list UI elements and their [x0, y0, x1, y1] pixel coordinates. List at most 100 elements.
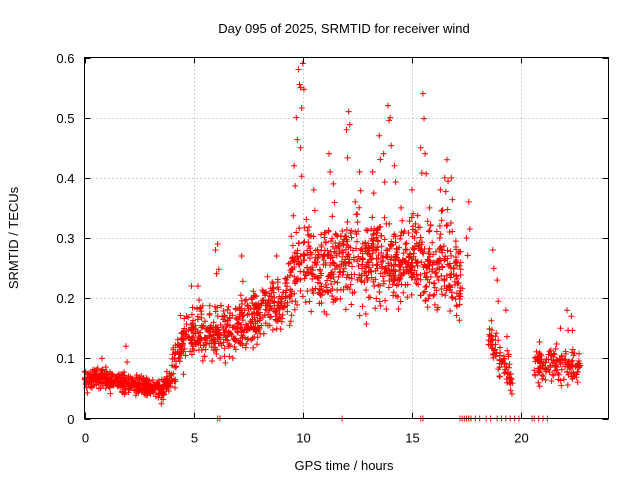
data-point — [328, 253, 335, 260]
data-point — [183, 321, 190, 328]
data-point — [206, 302, 213, 309]
data-point — [210, 337, 217, 344]
data-point — [242, 298, 249, 305]
data-point — [253, 309, 260, 316]
data-point — [576, 350, 583, 357]
data-point — [212, 303, 219, 310]
data-point — [201, 334, 208, 341]
data-point — [327, 238, 334, 245]
data-point — [438, 273, 445, 280]
data-point — [421, 246, 428, 253]
data-point — [412, 257, 419, 264]
data-point — [334, 279, 341, 286]
data-point — [400, 289, 407, 296]
data-point — [457, 284, 464, 291]
data-point — [310, 186, 317, 193]
data-point — [535, 355, 542, 362]
data-point — [392, 272, 399, 279]
data-point — [386, 245, 393, 252]
data-point — [254, 341, 261, 348]
data-point — [322, 259, 329, 266]
data-point — [229, 355, 236, 362]
data-point — [532, 372, 539, 379]
data-point — [274, 284, 281, 291]
data-point — [400, 271, 407, 278]
data-point — [504, 347, 511, 354]
data-point — [329, 293, 336, 300]
data-point — [293, 250, 300, 257]
data-point — [507, 371, 514, 378]
data-point — [453, 312, 460, 319]
data-point — [247, 320, 254, 327]
data-point — [562, 348, 569, 355]
data-point — [432, 269, 439, 276]
data-point — [342, 246, 349, 253]
data-point — [445, 178, 452, 185]
data-point — [332, 250, 339, 257]
data-point — [293, 114, 300, 121]
data-point — [540, 373, 547, 380]
data-point — [568, 313, 575, 320]
data-point — [271, 294, 278, 301]
data-point — [163, 386, 170, 393]
data-point — [442, 188, 449, 195]
data-point — [202, 346, 209, 353]
data-point — [490, 351, 497, 358]
data-point — [185, 333, 192, 340]
data-point — [404, 294, 411, 301]
data-point — [490, 265, 497, 272]
data-point — [303, 216, 310, 223]
data-point — [536, 369, 543, 376]
data-point — [347, 230, 354, 237]
data-point — [493, 350, 500, 357]
data-point — [236, 313, 243, 320]
data-point — [177, 312, 184, 319]
data-point — [109, 380, 116, 387]
data-point — [569, 346, 576, 353]
data-point — [348, 301, 355, 308]
data-point — [274, 318, 281, 325]
data-point — [318, 231, 325, 238]
data-point — [267, 285, 274, 292]
data-point — [220, 307, 227, 314]
data-point — [302, 299, 309, 306]
data-point — [198, 347, 205, 354]
data-point — [175, 342, 182, 349]
data-point — [564, 360, 571, 367]
data-point — [394, 254, 401, 261]
data-point — [536, 339, 543, 346]
data-point — [296, 225, 303, 232]
data-point — [381, 179, 388, 186]
data-point — [340, 249, 347, 256]
data-point — [304, 247, 311, 254]
data-point — [363, 287, 370, 294]
data-point — [456, 248, 463, 255]
data-point — [339, 227, 346, 234]
data-point — [226, 353, 233, 360]
data-point — [558, 353, 565, 360]
data-point — [457, 259, 464, 266]
data-point — [400, 230, 407, 237]
data-point — [158, 400, 165, 407]
data-point — [189, 304, 196, 311]
data-point — [194, 316, 201, 323]
data-point — [249, 311, 256, 318]
data-point — [493, 330, 500, 337]
data-point — [444, 221, 451, 228]
data-point — [542, 377, 549, 384]
data-point — [248, 318, 255, 325]
data-point — [88, 378, 95, 385]
data-point — [369, 214, 376, 221]
data-point — [366, 264, 373, 271]
data-point — [254, 312, 261, 319]
data-point — [421, 288, 428, 295]
data-point — [248, 337, 255, 344]
data-point — [95, 385, 102, 392]
data-point — [212, 344, 219, 351]
data-point — [322, 239, 329, 246]
data-point — [237, 292, 244, 299]
data-point — [492, 341, 499, 348]
data-point — [555, 371, 562, 378]
data-point — [419, 90, 426, 97]
data-point — [502, 307, 509, 314]
